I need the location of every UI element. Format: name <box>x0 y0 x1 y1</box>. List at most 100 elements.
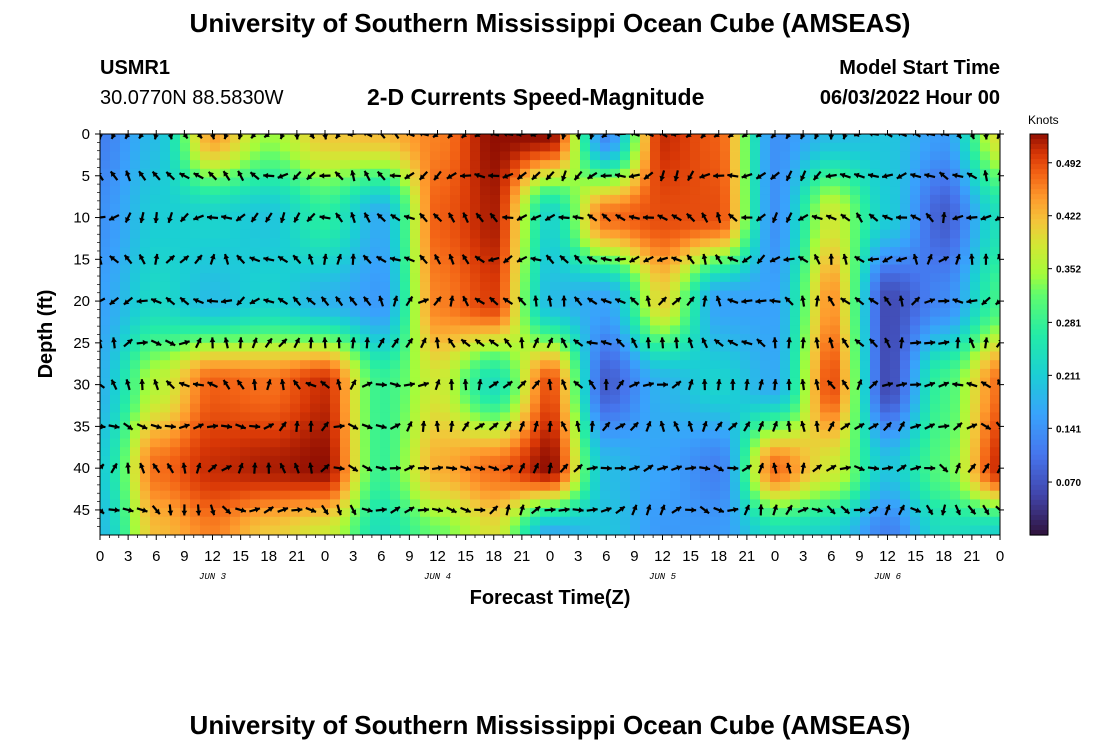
heatmap-cell <box>300 255 311 266</box>
heatmap-cell <box>910 499 921 509</box>
heatmap-cell <box>890 255 901 266</box>
heatmap-cell <box>920 229 931 239</box>
heatmap-cell <box>390 308 401 318</box>
heatmap-cell <box>320 490 331 500</box>
heatmap-cell <box>850 473 861 483</box>
heatmap-cell <box>490 255 501 266</box>
heatmap-cell <box>710 134 721 144</box>
heatmap-cell <box>440 194 451 205</box>
heatmap-cell <box>380 203 391 213</box>
heatmap-cell <box>110 516 121 527</box>
heatmap-cell <box>140 516 151 527</box>
heatmap-cell <box>730 334 741 344</box>
heatmap-cell <box>390 508 401 518</box>
heatmap-cell <box>280 151 291 161</box>
heatmap-cell <box>990 142 1000 152</box>
heatmap-cell <box>680 429 691 440</box>
heatmap-cell <box>250 316 261 326</box>
heatmap-cell <box>860 429 871 440</box>
heatmap-cell <box>130 177 141 187</box>
heatmap-cell <box>110 316 121 326</box>
heatmap-cell <box>710 525 721 535</box>
heatmap-cell <box>250 247 261 257</box>
heatmap-cell <box>600 221 611 231</box>
heatmap-cell <box>560 151 571 161</box>
heatmap-cell <box>630 168 641 179</box>
heatmap-cell <box>840 281 851 292</box>
heatmap-cell <box>880 516 891 527</box>
heatmap-cell <box>750 186 761 196</box>
heatmap-cell <box>790 177 801 187</box>
heatmap-cell <box>120 473 131 483</box>
heatmap-cell <box>170 186 181 196</box>
heatmap-cell <box>240 342 251 353</box>
heatmap-cell <box>990 525 1000 535</box>
heatmap-cell <box>650 160 661 170</box>
heatmap-cell <box>360 482 371 492</box>
heatmap-cell <box>540 421 551 431</box>
heatmap-cell <box>590 177 601 187</box>
heatmap-cell <box>150 342 161 353</box>
heatmap-cell <box>590 151 601 161</box>
heatmap-cell <box>950 255 961 266</box>
heatmap-cell <box>420 360 431 370</box>
heatmap-cell <box>450 403 461 413</box>
x-tick-label: 15 <box>232 548 249 565</box>
heatmap-cell <box>530 290 541 300</box>
current-vector-arrow <box>249 423 261 430</box>
heatmap-cell <box>770 455 781 466</box>
heatmap-cell <box>410 429 421 440</box>
heatmap-cell <box>300 403 311 413</box>
heatmap-cell <box>170 142 181 152</box>
heatmap-cell <box>790 134 801 144</box>
heatmap-cell <box>900 255 911 266</box>
current-vector-arrow <box>531 379 541 390</box>
heatmap-cell <box>610 412 621 422</box>
current-vector-arrow <box>378 295 384 307</box>
heatmap-cell <box>420 177 431 187</box>
current-vector-arrow <box>601 134 609 139</box>
heatmap-cell <box>540 351 551 361</box>
heatmap-cell <box>280 455 291 466</box>
heatmap-cell <box>400 168 411 179</box>
heatmap-cell <box>630 525 641 535</box>
current-vector-arrow <box>350 337 357 349</box>
heatmap-cell <box>910 368 921 379</box>
current-vector-arrow <box>868 380 879 390</box>
heatmap-cell <box>440 534 451 535</box>
heatmap-cell <box>680 351 691 361</box>
heatmap-cell <box>810 160 821 170</box>
heatmap-cell <box>830 342 841 353</box>
heatmap-cell <box>440 360 451 370</box>
heatmap-cell <box>940 334 951 344</box>
heatmap-cell <box>530 255 541 266</box>
heatmap-cell <box>720 455 731 466</box>
heatmap-cell <box>610 203 621 213</box>
heatmap-cell <box>560 438 571 448</box>
heatmap-cell <box>490 168 501 179</box>
heatmap-cell <box>200 508 211 518</box>
current-vector-arrow <box>868 338 879 348</box>
heatmap-cell <box>630 316 641 326</box>
heatmap-cell <box>750 499 761 509</box>
heatmap-cell <box>490 281 501 292</box>
heatmap-cell <box>840 360 851 370</box>
heatmap-cell <box>330 534 341 535</box>
current-vector-arrow <box>645 420 652 432</box>
heatmap-cell <box>310 368 321 379</box>
current-vector-arrow <box>405 337 414 348</box>
heatmap-cell <box>470 351 481 361</box>
heatmap-cell <box>640 412 651 422</box>
heatmap-cell <box>320 273 331 283</box>
current-vector-arrow <box>432 212 443 223</box>
heatmap-cell <box>790 368 801 379</box>
heatmap-cell <box>240 464 251 474</box>
heatmap-cell <box>620 221 631 231</box>
heatmap-cell <box>720 516 731 527</box>
heatmap-cell <box>290 134 301 144</box>
heatmap-cell <box>170 473 181 483</box>
heatmap-cell <box>180 142 191 152</box>
heatmap-cell <box>100 316 111 326</box>
current-vector-arrow <box>179 296 190 306</box>
heatmap-cell <box>610 429 621 440</box>
